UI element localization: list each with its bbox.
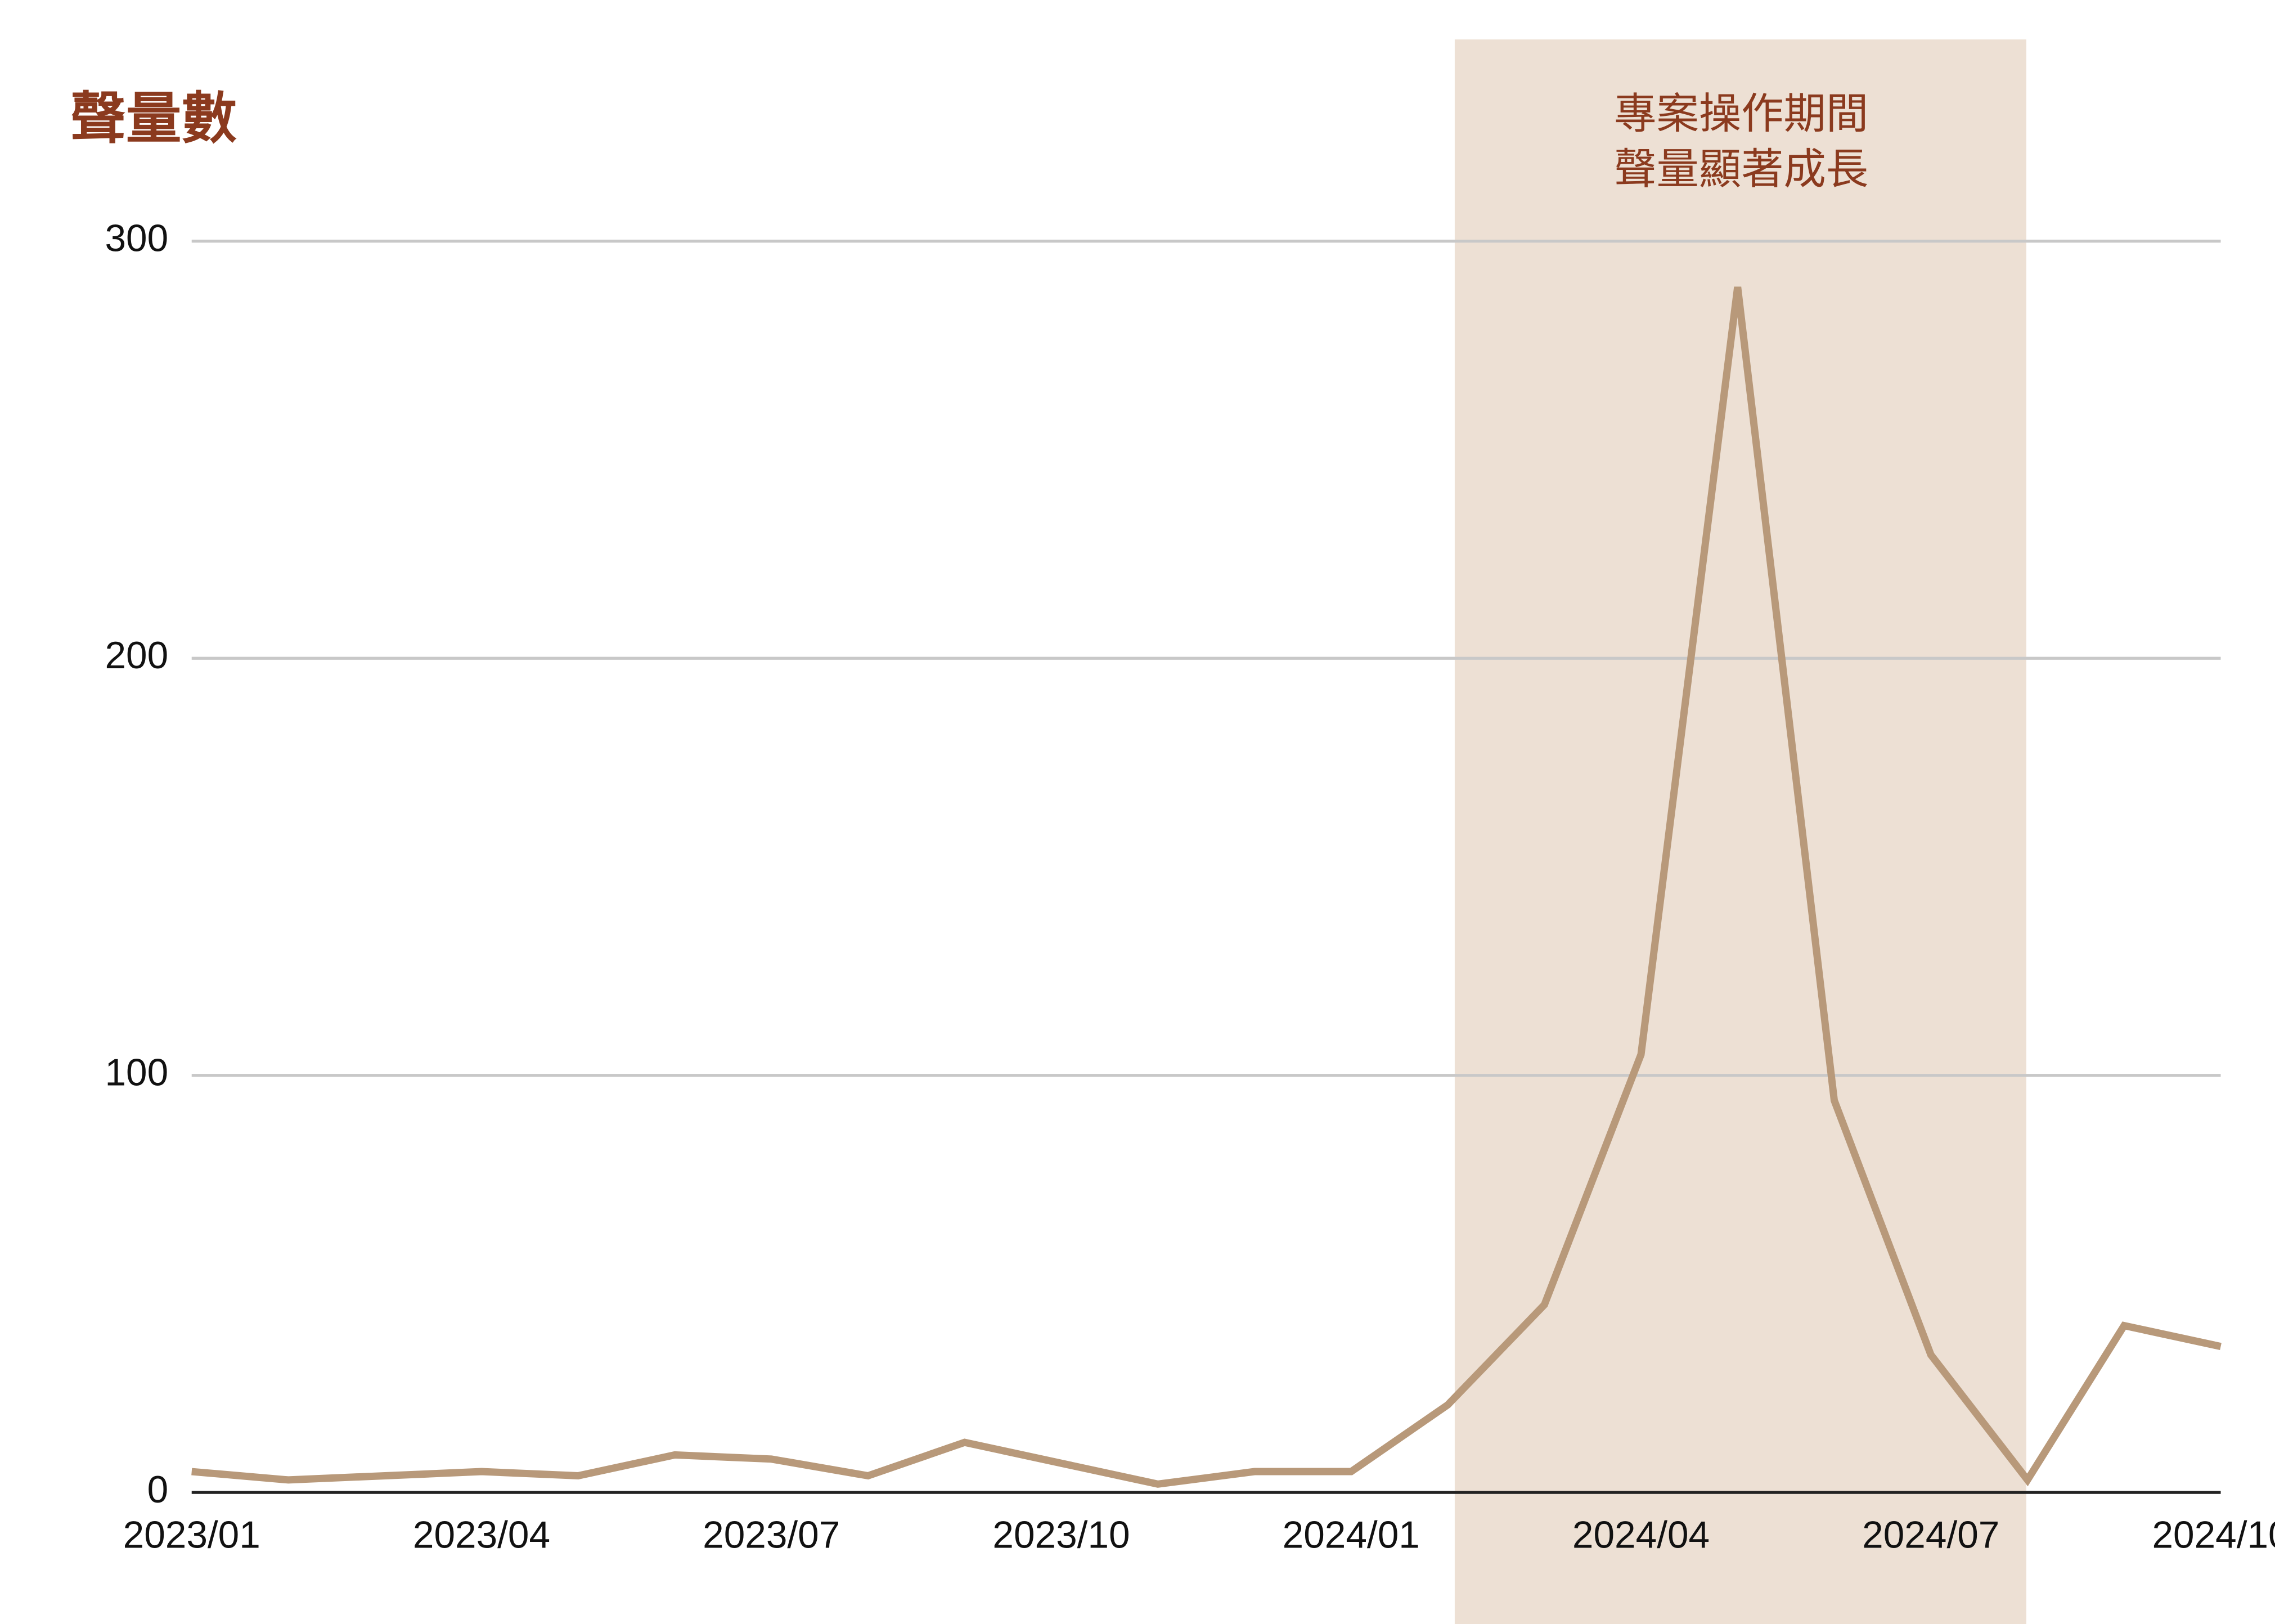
y-tick-label: 200: [105, 635, 168, 677]
y-tick-label: 300: [105, 218, 168, 260]
x-tick-label: 2024/10: [2152, 1514, 2275, 1556]
annotation: 專案操作期間: [1614, 90, 1868, 137]
y-tick-label: 0: [147, 1469, 169, 1511]
x-tick-label: 2023/07: [703, 1514, 840, 1556]
highlight-period: [1454, 39, 2026, 1624]
x-tick-label: 2023/01: [123, 1514, 260, 1556]
annotation: 聲量顯著成長: [1614, 146, 1868, 193]
chart-title: 聲量數: [70, 87, 237, 149]
line: [191, 286, 2222, 1488]
x-tick-label: 2024/01: [1283, 1514, 1420, 1556]
x-tick-label: 2024/07: [1862, 1514, 1999, 1556]
x-tick-label: 2024/04: [1572, 1514, 1710, 1556]
x-tick-label: 2023/10: [992, 1514, 1130, 1556]
x-tick-label: 2023/04: [413, 1514, 550, 1556]
y-tick-label: 100: [105, 1052, 168, 1094]
